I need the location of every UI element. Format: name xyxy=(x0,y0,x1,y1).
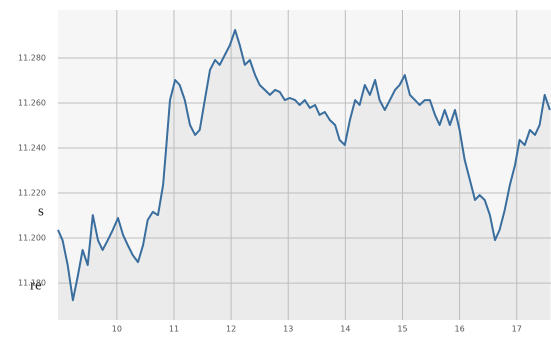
y-tick-label: 11.200 xyxy=(18,234,46,243)
x-tick-label: 15 xyxy=(397,325,407,334)
x-tick-label: 16 xyxy=(455,325,465,334)
y-tick-label: 11.240 xyxy=(18,144,46,153)
y-tick-label: 11.260 xyxy=(18,98,46,107)
annotation: s xyxy=(38,203,44,219)
x-tick-label: 17 xyxy=(512,325,522,334)
y-tick-label: 11.180 xyxy=(18,279,46,288)
line xyxy=(57,29,551,302)
y-tick-label: 11.280 xyxy=(18,53,46,62)
annotation: re xyxy=(30,277,42,293)
x-tick-label: 13 xyxy=(283,325,293,334)
x-tick-label: 11 xyxy=(169,325,179,334)
y-tick-label: 11.220 xyxy=(18,189,46,198)
x-tick-label: 10 xyxy=(112,325,122,334)
x-tick-label: 12 xyxy=(226,325,236,334)
x-tick-label: 14 xyxy=(340,325,350,334)
